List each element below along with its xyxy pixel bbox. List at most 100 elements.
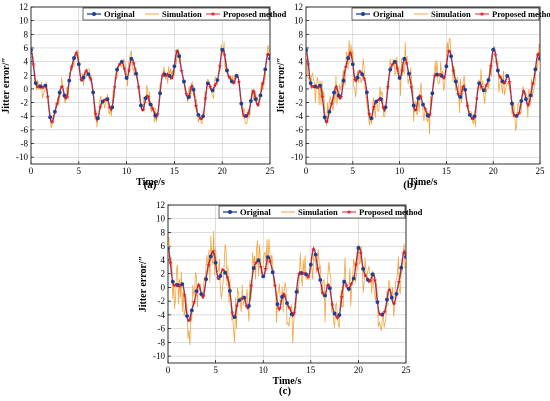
point-proposed (241, 113, 246, 118)
point-proposed (399, 68, 405, 73)
point-original (186, 95, 191, 99)
y-tick-label: 10 (294, 16, 304, 26)
point-original (510, 101, 514, 106)
y-tick-label: -2 (158, 296, 166, 306)
point-proposed (371, 104, 376, 109)
y-tick-label: 10 (19, 16, 29, 26)
point-original (355, 75, 360, 80)
point-proposed (488, 63, 493, 68)
point-proposed (150, 106, 155, 111)
x-tick-label: 10 (259, 365, 269, 375)
chart-panel: -10 -8 -6 -4 -2 0 2 4 6 8 10 12 0 5 10 15 20 25 Time/s Jitt… (276, 2, 550, 191)
point-original (361, 266, 366, 271)
point-proposed (339, 94, 344, 99)
point-proposed (64, 94, 69, 99)
chart-panel: -10 -8 -6 -4 -2 0 2 4 6 8 10 12 0 5 10 15 20 25 Time/s Jitt… (1, 2, 287, 191)
point-proposed (353, 77, 358, 82)
point-proposed (330, 302, 335, 307)
point-original (294, 289, 299, 294)
point-original (237, 298, 242, 303)
point-original (486, 78, 491, 82)
point-proposed (74, 50, 79, 55)
point-original (449, 54, 453, 59)
point-original (76, 62, 81, 67)
point-proposed (363, 273, 368, 278)
plot-frame (305, 6, 541, 165)
point-proposed (155, 111, 160, 116)
point-proposed (306, 61, 311, 66)
point-proposed (465, 103, 470, 108)
point-proposed (174, 48, 179, 53)
point-original (253, 97, 258, 102)
point-original (306, 48, 308, 52)
point-proposed (192, 299, 197, 304)
point-original (350, 62, 355, 67)
point-original (458, 95, 463, 99)
point-original (385, 297, 389, 302)
point-original (322, 115, 327, 120)
point-original (248, 99, 253, 103)
point-original (175, 283, 180, 287)
point-original (189, 308, 194, 313)
point-proposed (227, 74, 232, 79)
point-proposed (287, 305, 292, 310)
y-tick-label: -4 (296, 111, 304, 121)
point-proposed (187, 317, 192, 322)
x-tick-label: 10 (395, 166, 405, 176)
point-proposed (88, 76, 93, 81)
point-original (308, 81, 313, 86)
point-original (491, 47, 496, 52)
point-original (110, 105, 115, 110)
series-line-simulation (31, 41, 270, 129)
point-original (143, 96, 148, 101)
point-original (242, 295, 247, 300)
point-proposed (50, 119, 55, 124)
legend-marker (346, 209, 352, 214)
point-proposed (45, 94, 50, 99)
point-proposed (396, 279, 401, 284)
point-original (96, 116, 100, 121)
point-original (346, 287, 351, 291)
point-proposed (310, 84, 316, 89)
point-proposed (502, 80, 507, 85)
point-proposed (103, 97, 108, 102)
point-original (185, 314, 189, 318)
point-original (194, 289, 199, 294)
point-proposed (470, 116, 475, 121)
panel-label: (a) (144, 179, 157, 191)
plot-area (306, 38, 540, 135)
point-proposed (98, 104, 103, 109)
point-proposed (377, 312, 382, 317)
point-proposed (427, 111, 433, 116)
point-original (268, 56, 270, 61)
point-original (318, 278, 323, 282)
chart-panel: -10 -8 -6 -4 -2 0 2 4 6 8 10 12 0 5 10 15 20 25 Time/s Jitt… (138, 200, 423, 397)
point-original (332, 311, 337, 316)
point-proposed (385, 84, 390, 89)
point-proposed (206, 262, 211, 267)
point-original (407, 71, 411, 76)
plot-area (168, 230, 406, 346)
point-original (33, 81, 38, 86)
point-original (416, 96, 421, 101)
point-proposed (353, 262, 359, 267)
point-original (505, 73, 510, 78)
point-proposed (83, 69, 89, 74)
point-proposed (344, 283, 349, 288)
x-tick-label: 0 (166, 365, 171, 375)
point-original (435, 72, 439, 77)
point-original (313, 84, 318, 89)
point-original (234, 73, 239, 78)
legend-marker (92, 12, 96, 16)
y-tick-label: -2 (21, 98, 29, 108)
y-axis-label: Jitter error/″ (276, 57, 287, 114)
point-proposed (358, 250, 363, 255)
point-original (91, 90, 96, 95)
point-original (374, 99, 379, 104)
point-original (205, 81, 210, 86)
point-proposed (225, 275, 230, 280)
point-proposed (432, 73, 437, 78)
point-original (43, 83, 48, 88)
point-original (100, 99, 105, 104)
point-original (519, 99, 524, 103)
